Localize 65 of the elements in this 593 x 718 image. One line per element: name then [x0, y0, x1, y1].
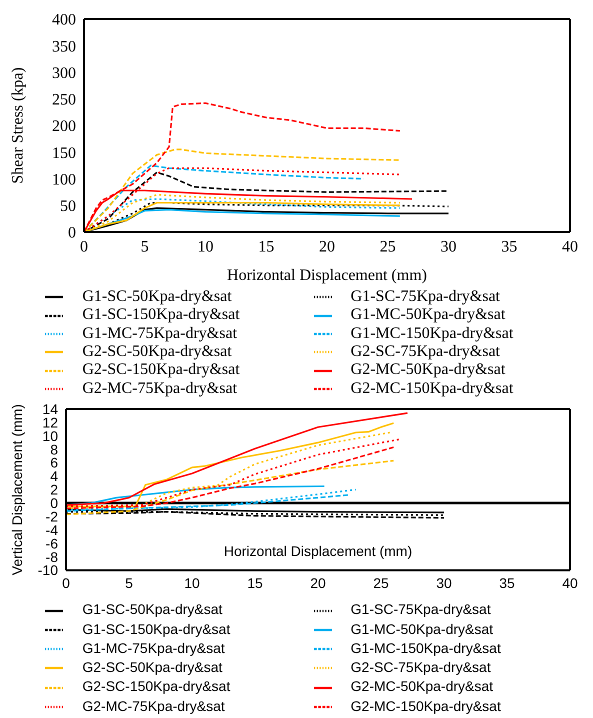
y-tick-label: 200 [52, 118, 76, 136]
x-tick-label: 10 [184, 575, 200, 592]
legend-label: G2-MC-150Kpa-dry&sat [350, 698, 501, 714]
x-tick-label: 20 [319, 238, 335, 256]
legend-label: G1-SC-50Kpa-dry&sat [82, 601, 222, 618]
x-tick-label: 25 [380, 238, 396, 256]
y-tick-label: -4 [46, 522, 58, 538]
legend-label: G1-SC-75Kpa-dry&sat [350, 601, 491, 618]
legend-label: G1-MC-75Kpa-dry&sat [82, 324, 238, 342]
y-tick-label: 6 [50, 454, 58, 471]
x-tick-label: 35 [501, 238, 518, 256]
legend-label: G1-SC-150Kpa-dry&sat [82, 620, 230, 637]
legend-label: G1-SC-75Kpa-dry&sat [350, 288, 500, 306]
y-tick-label: 400 [52, 12, 76, 29]
legend-label: G2-SC-75Kpa-dry&sat [350, 659, 491, 676]
x-tick-label: 10 [198, 238, 214, 256]
y-tick-label: 300 [52, 64, 76, 82]
legend-label: G2-SC-150Kpa-dry&sat [82, 678, 230, 694]
y-tick-label: -10 [38, 562, 58, 578]
legend-label: G1-MC-150Kpa-dry&sat [350, 324, 514, 342]
x-tick-label: 25 [373, 575, 389, 592]
legend-label: G2-SC-50Kpa-dry&sat [82, 659, 222, 676]
legend-label: G2-MC-75Kpa-dry&sat [82, 380, 238, 397]
y-tick-label: 350 [52, 38, 76, 56]
x-tick-label: 20 [310, 575, 326, 592]
y-axis-title: Vertical Displacement (mm) [8, 404, 25, 576]
x-tick-label: 30 [440, 238, 456, 256]
legend-label: G1-SC-150Kpa-dry&sat [82, 306, 240, 324]
x-tick-label: 40 [562, 575, 578, 592]
x-tick-label: 30 [436, 575, 452, 592]
legend-label: G2-SC-75Kpa-dry&sat [350, 343, 500, 360]
legend-label: G1-MC-150Kpa-dry&sat [350, 640, 501, 656]
legend-label: G2-MC-50Kpa-dry&sat [350, 361, 506, 378]
x-tick-label: 5 [125, 575, 134, 592]
x-axis-title: Horizontal Displacement (mm) [224, 543, 412, 560]
y-tick-label: 50 [60, 198, 76, 216]
legend-label: G1-MC-50Kpa-dry&sat [350, 306, 506, 324]
x-axis-title: Horizontal Displacement (mm) [227, 267, 427, 284]
legend-label: G1-MC-50Kpa-dry&sat [350, 620, 494, 637]
x-tick-label: 15 [258, 238, 274, 256]
x-tick-label: 35 [499, 575, 515, 592]
legend-label: G2-MC-75Kpa-dry&sat [82, 698, 225, 714]
y-tick-label: 150 [52, 144, 76, 162]
y-tick-label: 250 [52, 92, 76, 109]
legend-label: G1-SC-50Kpa-dry&sat [82, 288, 232, 306]
x-tick-label: 15 [247, 575, 263, 592]
y-tick-label: 14 [42, 400, 58, 417]
y-tick-label: -8 [46, 548, 58, 565]
y-axis-title: Shear Stress (kpa) [10, 67, 27, 184]
y-tick-label: 2 [50, 482, 58, 498]
legend-label: G2-MC-50Kpa-dry&sat [350, 678, 494, 694]
y-tick-label: 4 [50, 468, 58, 484]
x-tick-label: 5 [140, 238, 149, 256]
legend-label: G2-MC-150Kpa-dry&sat [350, 380, 514, 397]
x-tick-label: 40 [562, 238, 578, 256]
y-tick-label: 12 [42, 414, 58, 430]
x-tick-label: 0 [80, 238, 88, 256]
legend-label: G2-SC-150Kpa-dry&sat [82, 361, 240, 378]
y-tick-label: 0 [68, 224, 76, 242]
legend-label: G1-MC-75Kpa-dry&sat [82, 640, 225, 656]
y-tick-label: 10 [42, 428, 58, 444]
y-tick-label: 100 [52, 171, 76, 188]
y-tick-label: -6 [46, 535, 58, 552]
legend-label: G2-SC-50Kpa-dry&sat [82, 343, 232, 360]
y-tick-label: 8 [50, 441, 58, 458]
